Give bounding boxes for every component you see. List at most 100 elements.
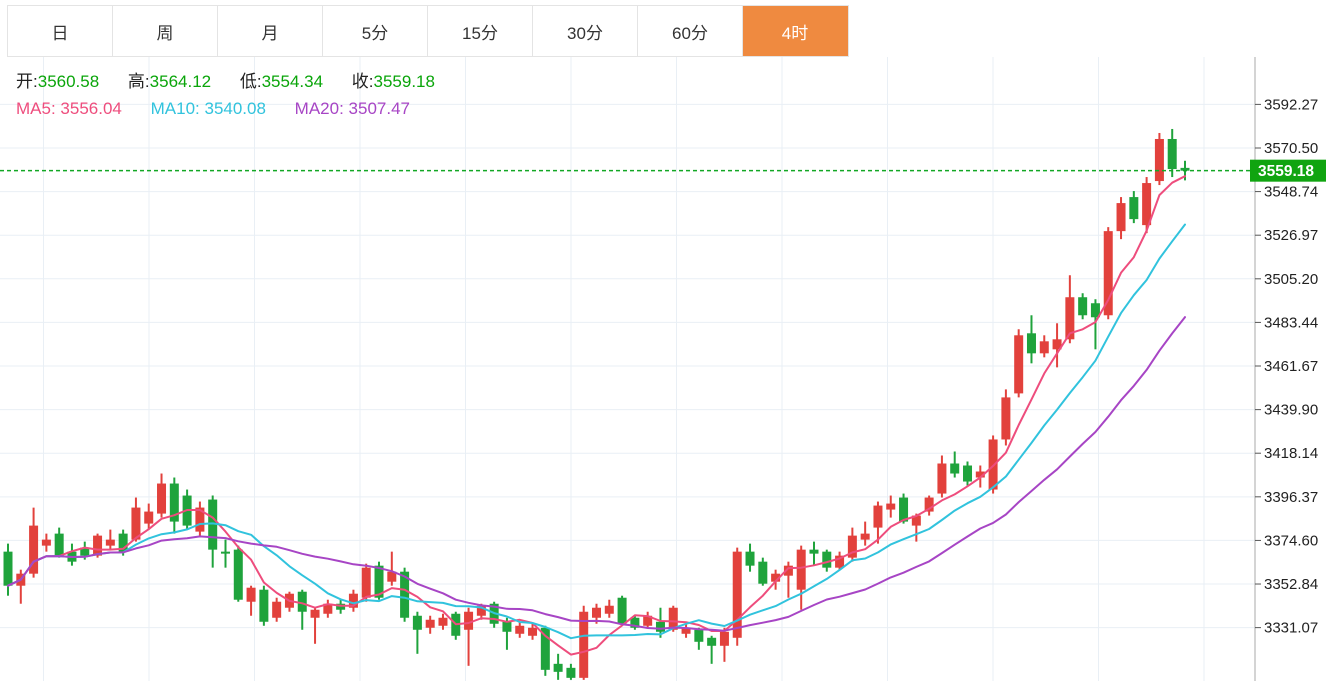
candle-up [438,617,448,626]
candle-up [29,525,39,574]
tab-5min[interactable]: 5分 [323,6,428,56]
y-axis-tick-label: 3526.97 [1264,227,1318,244]
candle-up [847,535,857,558]
candlestick-chart[interactable]: 3592.27 3570.50 3548.74 3526.97 3505.20 3483.… [0,57,1326,681]
tab-15min[interactable]: 15分 [428,6,533,56]
y-axis-tick-label: 3483.44 [1264,314,1318,331]
y-axis-tick-label: 3548.74 [1264,184,1318,201]
candle-up [604,605,614,614]
candle-down [3,551,13,586]
candle-down [655,621,665,632]
candle-up [1001,397,1011,440]
tab-month[interactable]: 月 [218,6,323,56]
candle-up [144,511,154,524]
candle-up [464,611,474,630]
tab-week[interactable]: 周 [113,6,218,56]
candle-down [1078,297,1088,316]
candle-up [272,601,282,618]
candle-up [1039,341,1049,354]
candle-up [1142,183,1152,226]
candle-down [80,547,90,556]
candle-up [796,549,806,590]
candle-down [950,463,960,474]
candle-up [681,627,691,634]
interval-tabbar: 日周月 5分 15分 30分 60分 4时 [7,5,849,57]
y-axis-tick-label: 3352.84 [1264,576,1318,593]
candle-down [963,465,973,482]
candle-up [592,607,601,618]
y-axis-tick-label: 3396.37 [1264,489,1318,506]
candle-down [220,551,230,554]
candle-down [412,615,422,630]
last-price-badge [1250,159,1326,182]
candle-down [1026,333,1036,354]
candle-down [54,533,64,556]
candle-down [630,617,640,628]
candle-up [246,587,256,602]
candle-up [361,567,371,598]
candle-down [169,483,179,522]
candle-up [105,539,115,546]
candle-up [1103,231,1113,316]
candle-down [259,589,269,622]
candle-up [668,607,678,630]
candle-up [579,611,589,678]
candle-up [348,593,358,608]
candle-up [387,571,397,582]
candle-up [93,535,103,556]
candle-up [873,505,883,528]
y-axis-tick-label: 3418.14 [1264,445,1318,462]
candle-up [41,539,51,546]
candle-up [157,483,167,514]
candle-up [835,555,845,568]
last-price-badge-value: 3559.18 [1258,163,1314,180]
candle-down [899,497,909,522]
candle-up [1154,138,1164,182]
candle-up [886,503,896,510]
candle-down [745,551,755,566]
candle-down [297,591,307,612]
candle-up [515,625,525,634]
y-axis-tick-label: 3505.20 [1264,271,1318,288]
candle-down [1167,138,1177,170]
candle-up [975,471,985,478]
candle-up [643,615,653,626]
candle-down [118,533,128,552]
candle-up [1014,335,1024,394]
candle-up [783,565,793,576]
ma10-line [7,223,1186,640]
candle-up [911,515,921,526]
candle-up [131,507,141,540]
ma5-line [7,175,1186,656]
candle-up [860,533,870,540]
candle-up [1065,297,1075,340]
candle-down [540,627,550,670]
tab-day[interactable]: 日 [8,6,113,56]
candle-down [374,565,384,598]
y-axis-tick-label: 3439.90 [1264,402,1318,419]
y-axis-tick-label: 3592.27 [1264,96,1318,113]
candle-down [336,603,346,610]
candle-down [707,637,717,646]
y-axis-tick-label: 3461.67 [1264,358,1318,375]
candle-up [924,497,934,512]
candle-down [233,549,243,600]
tab-60min[interactable]: 60分 [638,6,743,56]
candle-up [719,631,729,646]
y-axis-tick-label: 3570.50 [1264,140,1318,157]
candle-up [323,603,333,614]
candle-up [310,609,320,618]
candle-down [758,561,768,584]
candle-down [566,667,576,678]
tab-4hour[interactable]: 4时 [743,6,848,56]
ma20-line [7,316,1186,632]
candle-down [809,549,819,554]
candle-down [400,571,410,618]
candle-down [822,551,832,568]
candle-up [1116,203,1126,232]
candle-down [208,499,218,550]
candle-up [425,619,435,628]
candle-down [502,621,512,632]
tab-30min[interactable]: 30分 [533,6,638,56]
